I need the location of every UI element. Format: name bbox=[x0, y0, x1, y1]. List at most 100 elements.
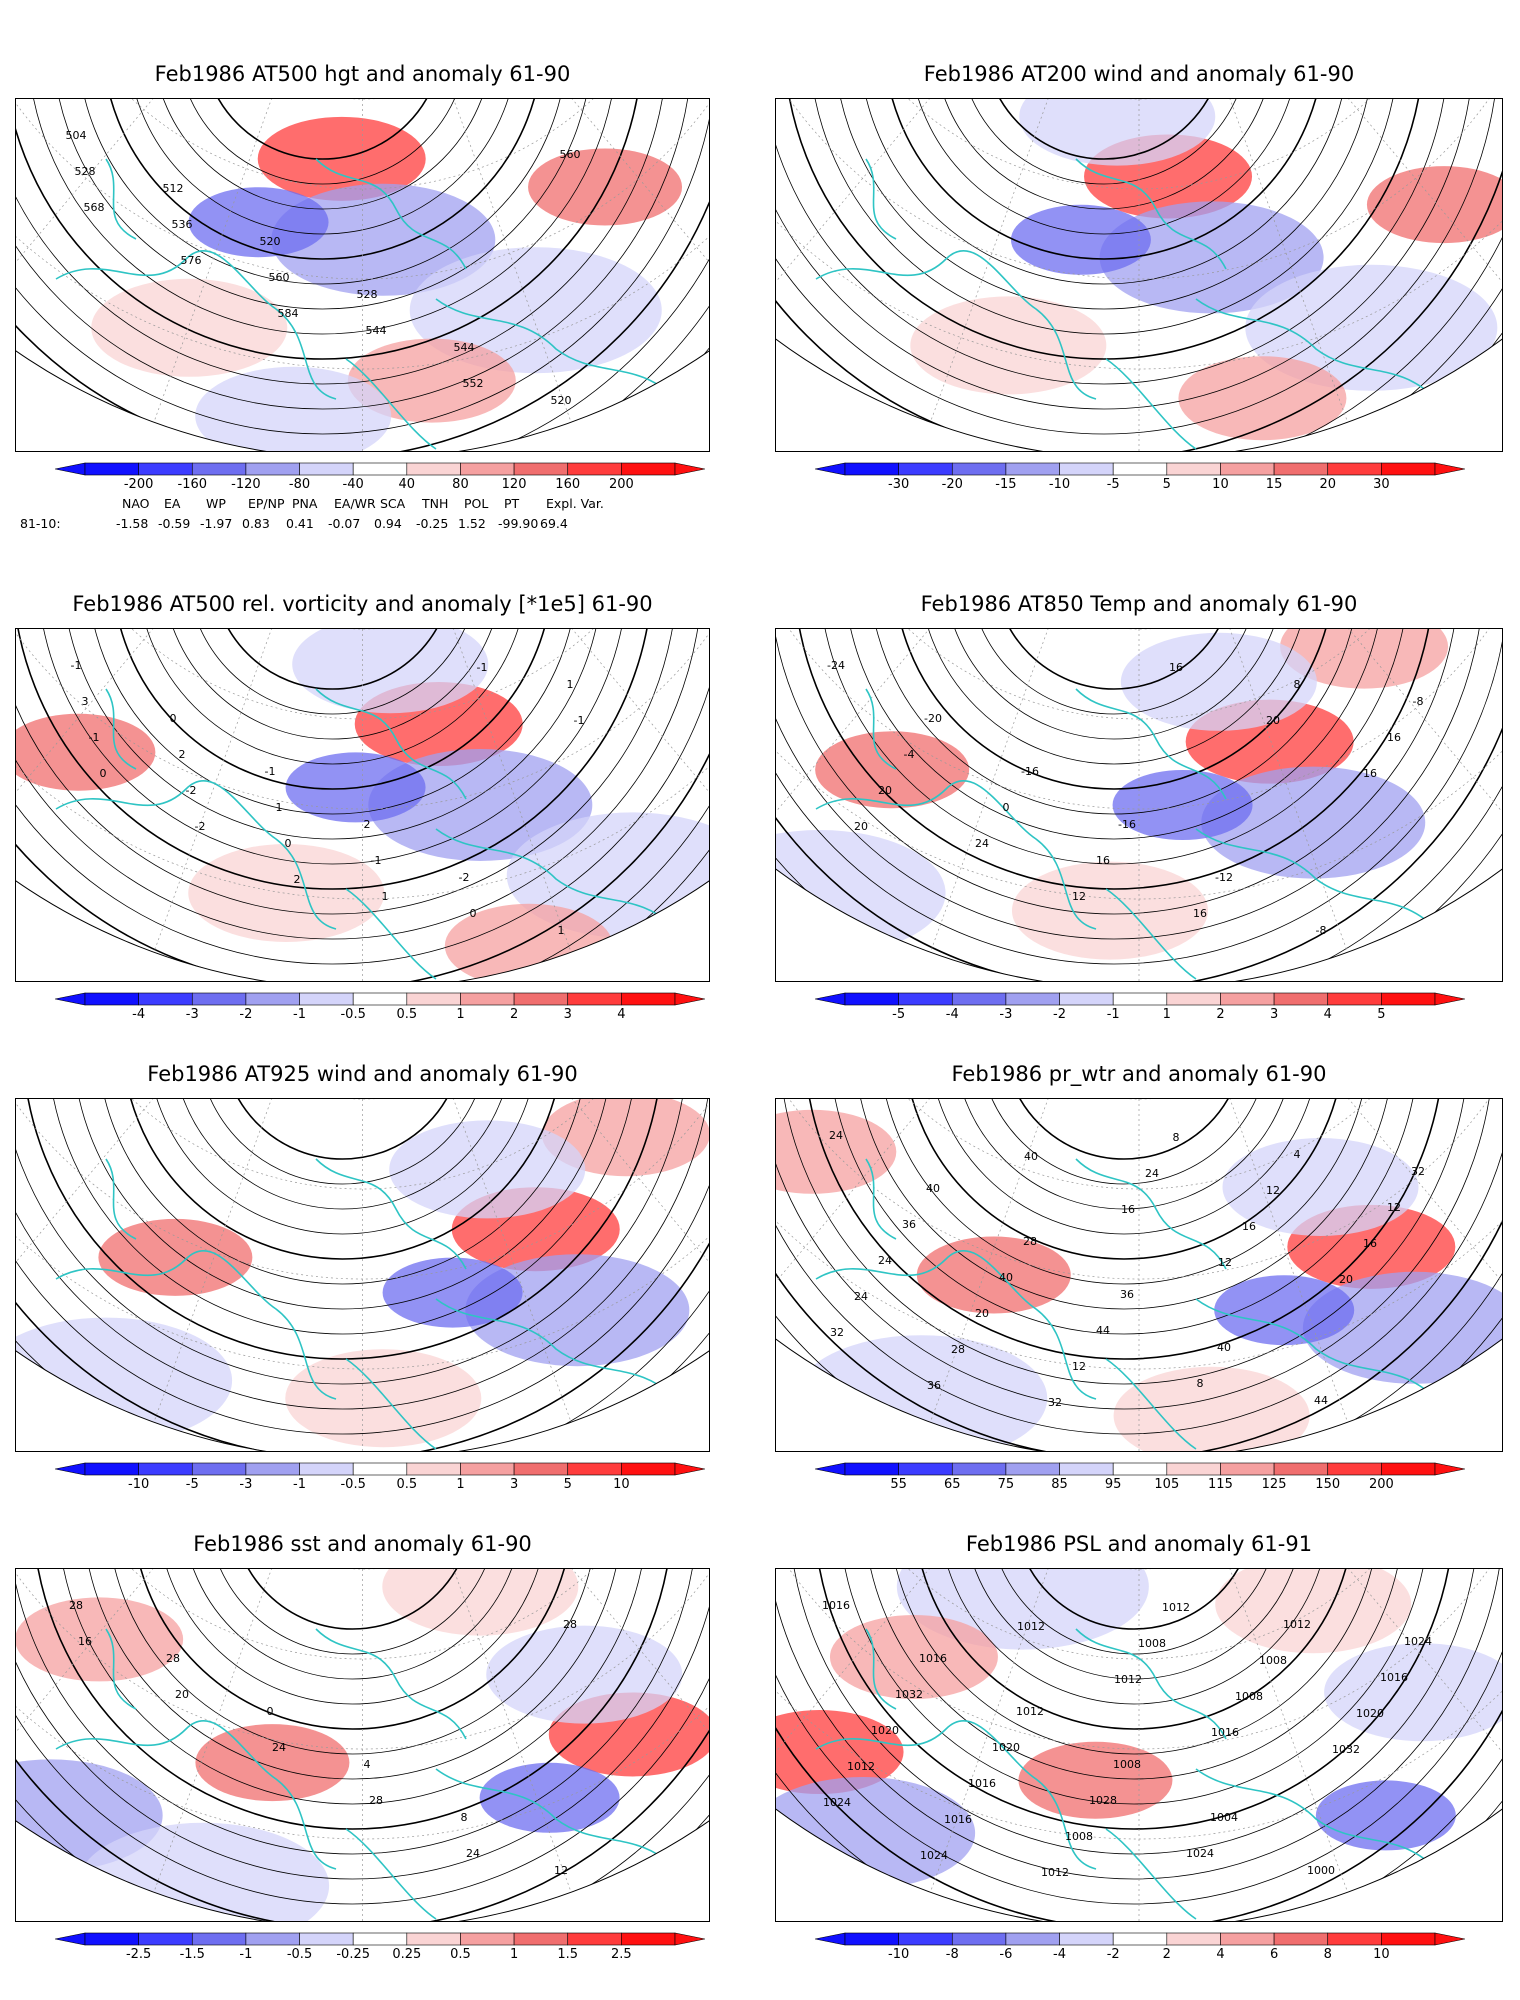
contour-label: 2 bbox=[364, 818, 371, 831]
contour-label: 36 bbox=[1120, 1288, 1134, 1301]
contour-label: 44 bbox=[1096, 1324, 1110, 1337]
contour-label: -16 bbox=[1118, 818, 1136, 831]
contour-label: 32 bbox=[830, 1326, 844, 1339]
colorbar-label: 10 bbox=[613, 1477, 630, 1492]
contour-label: 3 bbox=[82, 695, 89, 708]
colorbar-label: 2.5 bbox=[611, 1947, 632, 1962]
contour-label: 528 bbox=[75, 165, 96, 178]
colorbar-label: -6 bbox=[999, 1947, 1013, 1962]
colorbar-label: -10 bbox=[128, 1477, 150, 1492]
colorbar-label: -1 bbox=[293, 1477, 307, 1492]
tele-value: -0.07 bbox=[328, 516, 361, 531]
contour-label: 0 bbox=[470, 907, 477, 920]
contour-label: 1000 bbox=[1307, 1864, 1335, 1877]
tele-header: PNA bbox=[292, 496, 318, 511]
colorbar-5: -10 -5 -3 -1 -0.5 0.5 1 3 5 10 bbox=[55, 1459, 705, 1499]
contour-label: -1 bbox=[89, 731, 100, 744]
contour-label: 1012 bbox=[1017, 1620, 1045, 1633]
tele-value: -99.90 bbox=[498, 516, 539, 531]
tele-header: EA/WR bbox=[334, 496, 376, 511]
colorbar-label: -0.5 bbox=[340, 1007, 366, 1022]
contour-label: 544 bbox=[454, 341, 475, 354]
colorbar-label: -20 bbox=[941, 477, 963, 492]
colorbar-label: 95 bbox=[1104, 1477, 1122, 1492]
contour-label: 1016 bbox=[1380, 1671, 1408, 1684]
colorbar-label: 3 bbox=[563, 1007, 572, 1022]
contour-label: 24 bbox=[975, 837, 989, 850]
contour-label: 0 bbox=[170, 712, 177, 725]
contour-label: 1008 bbox=[1113, 1758, 1141, 1771]
colorbar-label: 40 bbox=[398, 477, 416, 492]
tele-value: -0.59 bbox=[158, 516, 191, 531]
colorbar-label: -10 bbox=[1048, 477, 1071, 492]
contour-label: 40 bbox=[926, 1182, 940, 1195]
contour-label: -24 bbox=[827, 659, 845, 672]
colorbar-label: 115 bbox=[1208, 1477, 1233, 1492]
contour-label: 8 bbox=[1294, 678, 1301, 691]
map-panel-3: -1 0 -1 2 -2 1 3 2 1 -1 0 1 -1 -2 0 1 -1 -1 0 -2 2 bbox=[15, 628, 710, 982]
contour-label: 1020 bbox=[871, 1724, 899, 1737]
tele-row-label: 81-10: bbox=[20, 516, 61, 531]
contour-label: 2 bbox=[179, 748, 186, 761]
contour-label: -1 bbox=[574, 714, 585, 727]
colorbar-label: 75 bbox=[997, 1477, 1015, 1492]
colorbar-label: -10 bbox=[888, 1947, 910, 1962]
contour-label: 1008 bbox=[1065, 1830, 1093, 1843]
contour-label: 1004 bbox=[1210, 1811, 1238, 1824]
contour-label: 28 bbox=[166, 1652, 180, 1665]
contour-label: 4 bbox=[364, 1758, 371, 1771]
colorbar-3: -4 -3 -2 -1 -0.5 0.5 1 2 3 4 bbox=[55, 989, 705, 1029]
contour-label: 1020 bbox=[1356, 1707, 1384, 1720]
contour-label: 520 bbox=[551, 394, 572, 407]
tele-header: POL bbox=[464, 496, 489, 511]
colorbar-label: 2 bbox=[1162, 1947, 1171, 1962]
contour-label: 1 bbox=[567, 678, 574, 691]
map-panel-2 bbox=[775, 98, 1503, 452]
panel-title-3: Feb1986 AT500 rel. vorticity and anomaly… bbox=[72, 592, 653, 616]
contour-label: 536 bbox=[172, 218, 193, 231]
contour-label: 504 bbox=[66, 129, 87, 142]
colorbar-label: -8 bbox=[945, 1947, 959, 1962]
colorbar-label: 10 bbox=[1212, 477, 1229, 492]
contour-label: 12 bbox=[1266, 1184, 1280, 1197]
contour-label: -16 bbox=[1021, 765, 1039, 778]
contour-label: 4 bbox=[1294, 1148, 1301, 1161]
contour-label: 32 bbox=[1411, 1165, 1425, 1178]
contour-label: 40 bbox=[999, 1271, 1013, 1284]
colorbar-label: 3 bbox=[1269, 1007, 1279, 1022]
contour-label: 1012 bbox=[1162, 1601, 1190, 1614]
contour-label: 1 bbox=[558, 924, 565, 937]
contour-label: 560 bbox=[560, 148, 581, 161]
colorbar-label: 200 bbox=[608, 477, 634, 492]
tele-value: 0.94 bbox=[374, 516, 402, 531]
colorbar-label: 2 bbox=[509, 1007, 519, 1022]
contour-label: -1 bbox=[477, 661, 488, 674]
map-panel-6: 24 40 28 36 40 44 32 36 40 44 8 4 12 24 20 12 8 12 16 24 28 3… bbox=[775, 1098, 1503, 1452]
contour-label: 1008 bbox=[1138, 1637, 1166, 1650]
contour-label: 1024 bbox=[1404, 1635, 1432, 1648]
contour-label: 0 bbox=[285, 837, 292, 850]
colorbar-label: -0.25 bbox=[336, 1947, 370, 1962]
colorbar-label: -3 bbox=[239, 1477, 253, 1492]
contour-label: 16 bbox=[1363, 1237, 1377, 1250]
colorbar-label: -120 bbox=[231, 477, 261, 492]
colorbar-label: -0.5 bbox=[340, 1477, 366, 1492]
colorbar-label: 0.5 bbox=[396, 1477, 418, 1492]
contour-label: 12 bbox=[1387, 1201, 1401, 1214]
contour-label: 28 bbox=[563, 1618, 577, 1631]
contour-label: 28 bbox=[69, 1599, 83, 1612]
contour-label: 20 bbox=[1266, 714, 1280, 727]
colorbar-4: -5 -4 -3 -2 -1 1 2 3 4 5 bbox=[815, 989, 1465, 1029]
contour-label: 24 bbox=[1145, 1167, 1159, 1180]
tele-value: 0.41 bbox=[286, 516, 314, 531]
map-panel-1: 504 512 520 528 544 520 528 536 560 544 552 560 568 5… bbox=[15, 98, 710, 452]
tele-header: TNH bbox=[422, 496, 449, 511]
contour-label: 512 bbox=[163, 182, 184, 195]
contour-label: 1016 bbox=[944, 1813, 972, 1826]
contour-label: 16 bbox=[1242, 1220, 1256, 1233]
contour-label: 36 bbox=[927, 1379, 941, 1392]
contour-label: 8 bbox=[461, 1811, 468, 1824]
contour-label: -1 bbox=[71, 659, 82, 672]
contour-label: 1008 bbox=[1235, 1690, 1263, 1703]
colorbar-label: 1 bbox=[509, 1947, 519, 1962]
